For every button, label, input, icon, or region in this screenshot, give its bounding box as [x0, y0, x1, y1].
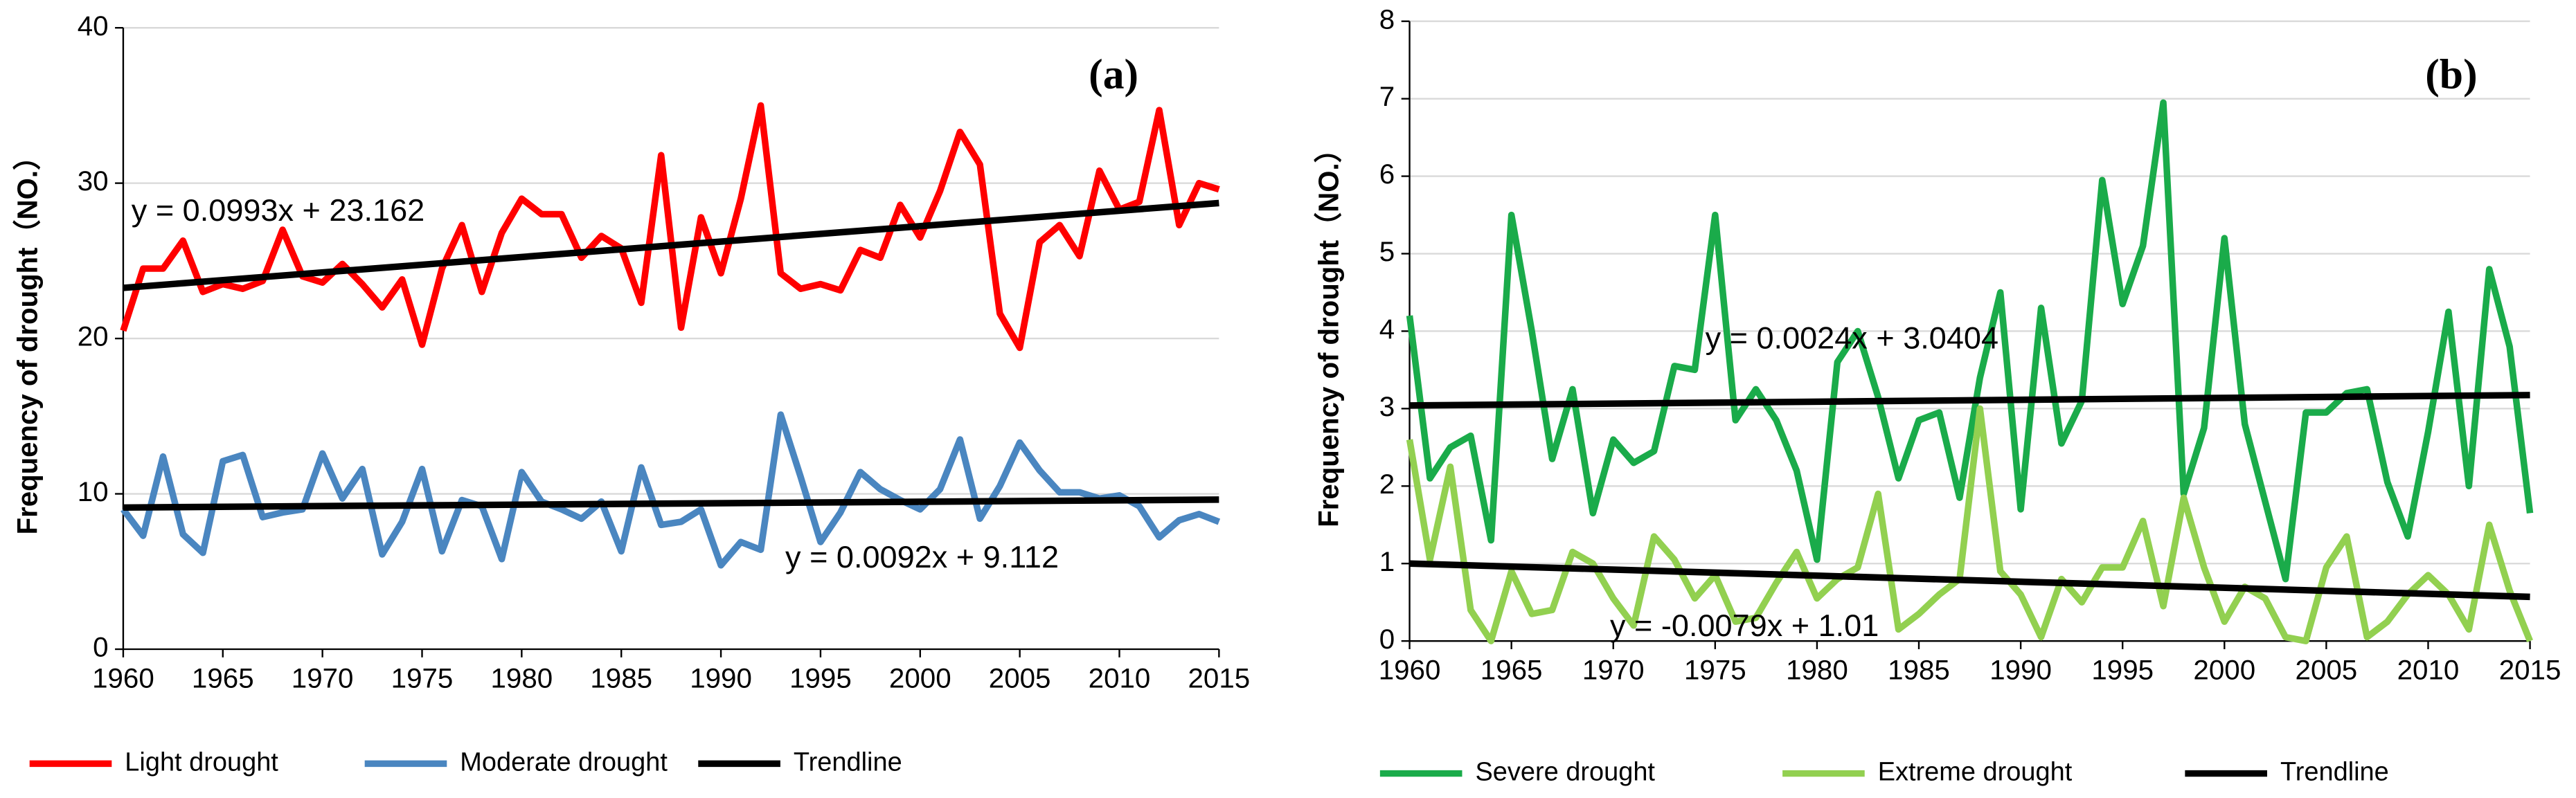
y-tick-label: 2 — [1379, 469, 1395, 500]
legend-label: Trendline — [794, 747, 902, 777]
x-tick-label: 1975 — [1684, 655, 1746, 686]
x-tick-label: 1975 — [391, 663, 454, 694]
x-tick-label: 1985 — [590, 663, 652, 694]
y-tick-label: 0 — [93, 632, 108, 663]
trendline — [1409, 560, 2530, 601]
y-tick-label: 20 — [78, 321, 109, 352]
x-tick-label: 1995 — [789, 663, 852, 694]
x-tick-label: 1985 — [1888, 655, 1950, 686]
y-tick-label: 7 — [1379, 81, 1395, 112]
data-line — [120, 102, 1220, 352]
x-tick-label: 1990 — [690, 663, 752, 694]
x-tick-label: 1965 — [192, 663, 254, 694]
x-tick-label: 2015 — [1188, 663, 1251, 694]
legend-label: Severe drought — [1475, 758, 1655, 787]
x-tick-label: 2010 — [1089, 663, 1151, 694]
x-tick-label: 1965 — [1481, 655, 1543, 686]
x-tick-label: 2005 — [2296, 655, 2358, 686]
trend-equation: y = -0.0079x + 1.01 — [1610, 608, 1879, 643]
legend-label: Trendline — [2280, 758, 2389, 787]
x-tick-label: 2015 — [2499, 655, 2561, 686]
trendline — [1409, 392, 2530, 409]
x-tick-label: 1970 — [292, 663, 354, 694]
y-tick-label: 10 — [78, 476, 109, 507]
y-tick-label: 0 — [1379, 624, 1395, 655]
x-tick-label: 1980 — [1786, 655, 1848, 686]
y-axis-label: Frequency of drought（NO.） — [12, 143, 43, 535]
x-tick-label: 2005 — [989, 663, 1051, 694]
legend-label: Extreme drought — [1878, 758, 2073, 787]
x-tick-label: 1995 — [2091, 655, 2154, 686]
x-tick-label: 1980 — [491, 663, 553, 694]
trend-equation: y = 0.0024x + 3.0404 — [1706, 320, 1998, 355]
y-tick-label: 5 — [1379, 236, 1395, 267]
trend-equation: y = 0.0993x + 23.162 — [132, 192, 424, 228]
x-tick-label: 1970 — [1582, 655, 1645, 686]
y-axis-label: Frequency of drought（NO.） — [1313, 135, 1344, 527]
x-tick-label: 2010 — [2397, 655, 2460, 686]
y-tick-label: 3 — [1379, 391, 1395, 422]
y-tick-label: 1 — [1379, 546, 1395, 577]
x-tick-label: 1960 — [1379, 655, 1441, 686]
legend-label: Moderate drought — [460, 747, 668, 777]
x-tick-label: 1990 — [1989, 655, 2052, 686]
trendline — [123, 199, 1219, 291]
y-tick-label: 8 — [1379, 3, 1395, 35]
panel-label: (b) — [2425, 51, 2477, 98]
x-tick-label: 1960 — [92, 663, 154, 694]
legend-label: Light drought — [125, 747, 278, 777]
y-tick-label: 40 — [78, 10, 109, 42]
data-line — [120, 411, 1221, 569]
x-tick-label: 2000 — [889, 663, 951, 694]
trendline — [123, 496, 1219, 511]
panel-label: (a) — [1089, 51, 1138, 98]
y-tick-label: 6 — [1379, 158, 1395, 190]
x-tick-label: 2000 — [2193, 655, 2255, 686]
y-tick-label: 4 — [1379, 314, 1395, 345]
trend-equation: y = 0.0092x + 9.112 — [785, 539, 1059, 574]
y-tick-label: 30 — [78, 165, 109, 197]
